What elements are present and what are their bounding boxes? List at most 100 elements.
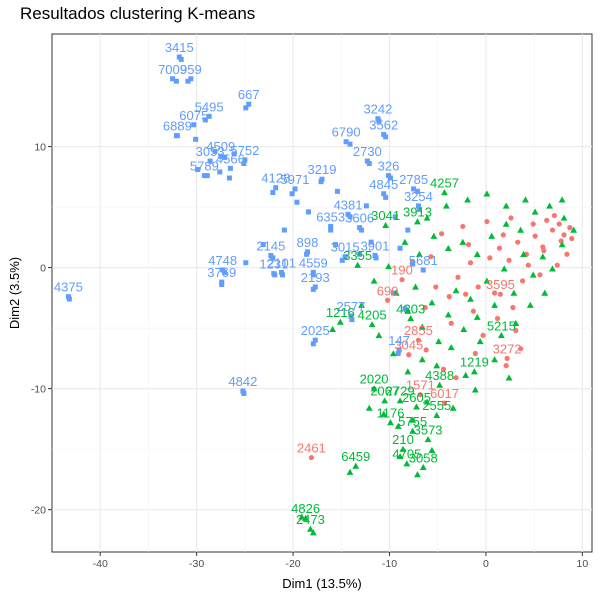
data-point xyxy=(500,265,508,272)
data-point xyxy=(462,371,470,379)
data-point xyxy=(470,308,476,314)
data-point xyxy=(226,175,232,181)
point-label: 326 xyxy=(378,159,400,174)
data-point xyxy=(357,251,363,257)
data-point xyxy=(395,351,401,357)
data-point xyxy=(414,218,421,225)
data-point xyxy=(312,284,318,290)
data-point xyxy=(414,188,420,194)
data-point xyxy=(441,189,448,196)
data-point xyxy=(270,190,276,196)
point-label: 4826 xyxy=(291,501,320,516)
data-point xyxy=(312,337,318,343)
point-label: 667 xyxy=(238,87,260,102)
data-point xyxy=(442,202,450,209)
point-label: 2605 xyxy=(402,390,431,405)
y-tick-label: 0 xyxy=(40,263,46,275)
data-point xyxy=(460,325,468,333)
point-label: 3595 xyxy=(486,277,515,292)
data-point xyxy=(433,411,441,418)
point-label: 3913 xyxy=(403,205,432,220)
data-point xyxy=(561,232,567,238)
data-point xyxy=(404,307,412,314)
data-point xyxy=(502,202,510,209)
data-point xyxy=(339,257,345,263)
point-label: 2461 xyxy=(297,441,326,456)
data-point xyxy=(385,262,392,270)
data-point xyxy=(347,141,353,147)
point-label: 6459 xyxy=(341,449,370,464)
point-label: 6790 xyxy=(332,125,361,140)
data-point xyxy=(176,54,182,60)
point-label: 5495 xyxy=(195,99,224,114)
data-point xyxy=(407,315,415,322)
point-label: 5789 xyxy=(190,159,219,174)
data-point xyxy=(418,323,426,330)
data-point xyxy=(363,203,369,209)
data-point xyxy=(402,306,408,312)
axes: -40 -30 -20 -10 0 10 -20 -10 0 10 xyxy=(31,142,589,570)
data-point xyxy=(174,133,180,139)
data-point xyxy=(294,199,300,205)
data-point xyxy=(268,252,274,258)
data-point xyxy=(352,462,360,469)
data-point xyxy=(470,368,478,375)
point-label: 3242 xyxy=(363,102,392,117)
data-point xyxy=(368,321,376,328)
data-point xyxy=(185,78,191,84)
plot-panel xyxy=(51,33,593,553)
data-point xyxy=(387,419,394,426)
data-point xyxy=(307,525,314,532)
data-point xyxy=(346,468,354,475)
data-point xyxy=(558,196,566,203)
data-point xyxy=(328,227,334,233)
data-point xyxy=(531,208,539,215)
data-point xyxy=(193,136,199,142)
data-point xyxy=(271,271,277,277)
point-label: 3053 xyxy=(196,144,225,159)
data-point xyxy=(526,301,534,308)
data-point xyxy=(540,244,546,250)
data-point xyxy=(370,385,378,392)
point-label: 4705 xyxy=(392,447,421,462)
data-point xyxy=(483,190,491,197)
point-label: 2730 xyxy=(353,144,382,159)
data-point xyxy=(380,410,388,417)
y-tick-label: -20 xyxy=(31,505,46,517)
point-label: 1216 xyxy=(326,305,355,320)
point-label: 4257 xyxy=(430,176,459,191)
data-point xyxy=(365,404,373,411)
data-point xyxy=(488,232,496,239)
data-point xyxy=(390,290,396,296)
data-point xyxy=(336,318,344,325)
data-point xyxy=(414,471,421,478)
data-point xyxy=(243,105,249,111)
data-point xyxy=(334,188,340,194)
data-point xyxy=(452,287,460,294)
data-point xyxy=(246,101,252,107)
data-point xyxy=(467,260,474,266)
point-label: 5215 xyxy=(487,318,516,333)
point-label: 2785 xyxy=(399,172,428,187)
data-point xyxy=(494,315,501,322)
point-label: 4388 xyxy=(425,368,454,383)
data-point xyxy=(444,244,452,251)
point-label: 3901 xyxy=(361,238,390,253)
point-label: 4842 xyxy=(228,374,257,389)
data-point xyxy=(357,225,363,231)
data-point xyxy=(476,338,484,345)
data-point xyxy=(349,317,355,323)
data-point xyxy=(412,283,419,290)
data-point xyxy=(406,352,412,358)
point-label: 4566 xyxy=(216,151,245,166)
data-point xyxy=(512,319,520,326)
point-label: 3562 xyxy=(369,117,398,132)
data-point xyxy=(436,381,444,388)
data-point xyxy=(428,446,436,454)
data-point xyxy=(447,344,455,351)
data-point xyxy=(513,327,519,334)
data-point xyxy=(560,214,568,221)
data-point xyxy=(403,460,411,467)
point-label: 3015 xyxy=(331,240,360,255)
data-point xyxy=(428,254,434,260)
